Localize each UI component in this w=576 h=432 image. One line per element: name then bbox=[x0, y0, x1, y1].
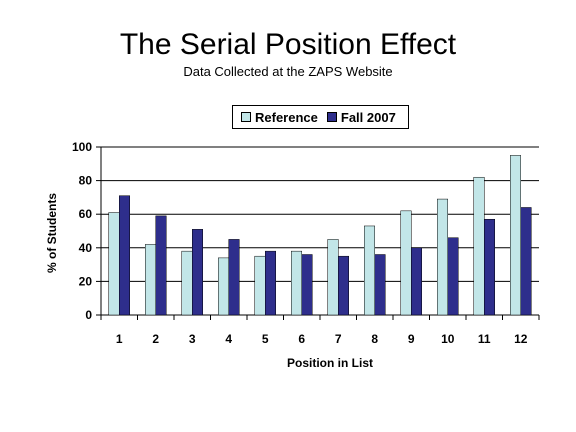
legend-label-fall-2007: Fall 2007 bbox=[340, 109, 396, 125]
y-tick-label: 0 bbox=[85, 308, 92, 322]
x-axis-title: Position in List bbox=[287, 356, 373, 370]
x-tick-label: 5 bbox=[262, 332, 269, 346]
bar-reference bbox=[327, 239, 339, 316]
bar-reference bbox=[510, 155, 521, 316]
bar-fall-2007 bbox=[192, 229, 203, 316]
bar-fall-2007 bbox=[155, 215, 167, 316]
y-tick-label: 20 bbox=[79, 274, 93, 288]
bar-fall-2007 bbox=[301, 254, 313, 316]
bar-reference bbox=[145, 244, 156, 316]
x-tick-label: 1 bbox=[116, 332, 123, 346]
x-tick-label: 12 bbox=[514, 332, 528, 346]
chart-legend: Reference Fall 2007 bbox=[232, 105, 409, 129]
y-tick-label: 60 bbox=[79, 207, 93, 221]
x-tick-label: 2 bbox=[152, 332, 159, 346]
bar-fall-2007 bbox=[228, 239, 240, 316]
bar-reference bbox=[108, 212, 120, 316]
bar-fall-2007 bbox=[374, 254, 386, 316]
chart-title: The Serial Position Effect bbox=[119, 28, 457, 61]
x-tick-label: 10 bbox=[441, 332, 455, 346]
bar-reference bbox=[437, 198, 448, 316]
bar-reference bbox=[400, 210, 412, 316]
bar-reference bbox=[218, 257, 229, 316]
bar-fall-2007 bbox=[484, 218, 495, 316]
bar-reference bbox=[181, 250, 193, 316]
bar-reference bbox=[254, 255, 266, 316]
legend-item-fall-2007: Fall 2007 bbox=[326, 109, 396, 125]
bar-fall-2007 bbox=[119, 195, 130, 316]
bar-fall-2007 bbox=[520, 207, 532, 316]
y-axis-title: % of Students bbox=[45, 193, 59, 273]
legend-swatch-reference bbox=[241, 112, 251, 122]
x-tick-label: 11 bbox=[478, 332, 491, 346]
bar-fall-2007 bbox=[411, 247, 422, 316]
chart-subtitle: Data Collected at the ZAPS Website bbox=[183, 64, 393, 79]
y-tick-label: 80 bbox=[79, 174, 93, 188]
y-tick-label: 100 bbox=[72, 140, 92, 154]
legend-swatch-fall-2007 bbox=[326, 112, 337, 122]
bar-fall-2007 bbox=[265, 250, 276, 316]
bar-reference bbox=[473, 176, 485, 316]
legend-item-reference: Reference bbox=[241, 110, 318, 125]
x-tick-label: 9 bbox=[408, 332, 415, 346]
legend-label-reference: Reference bbox=[255, 109, 318, 125]
bar-reference bbox=[364, 225, 375, 316]
x-tick-label: 6 bbox=[298, 332, 305, 346]
x-tick-label: 7 bbox=[335, 332, 342, 346]
bar-fall-2007 bbox=[447, 237, 459, 316]
y-tick-label: 40 bbox=[79, 241, 93, 255]
x-tick-label: 3 bbox=[189, 332, 196, 346]
bar-reference bbox=[291, 250, 302, 316]
x-tick-label: 4 bbox=[225, 332, 232, 346]
bar-fall-2007 bbox=[338, 255, 349, 316]
x-tick-label: 8 bbox=[371, 332, 378, 346]
